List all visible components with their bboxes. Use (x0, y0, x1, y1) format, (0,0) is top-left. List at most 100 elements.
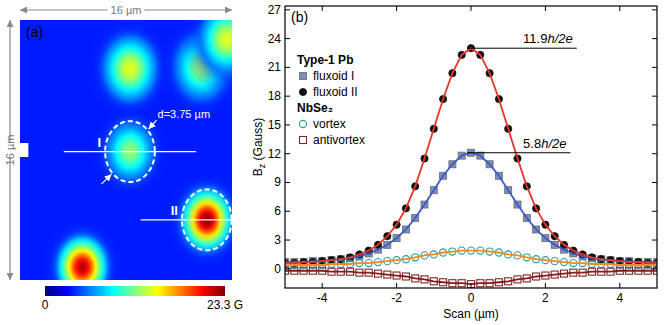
y-title-part: (Gauss) (251, 118, 265, 164)
y-axis-title: Bz (Gauss) (251, 118, 267, 177)
annotation-number: 11.9 (523, 31, 547, 46)
marker (300, 137, 307, 144)
y-tick (285, 240, 290, 241)
x-tick-label: 0 (468, 291, 475, 305)
x-tick (545, 6, 546, 11)
y-tick (285, 67, 290, 68)
colorbar (45, 286, 225, 296)
x-axis-title: Scan (µm) (443, 307, 499, 321)
series-markers (285, 149, 657, 265)
plot-area (285, 45, 657, 288)
y-tick-label: 9 (274, 175, 281, 189)
y-tick-label: 0 (274, 262, 281, 276)
y-tick (652, 124, 657, 125)
y-tick (652, 96, 657, 97)
y-tick (652, 38, 657, 39)
fluxoid-circle (105, 121, 155, 182)
y-tick-label: 12 (268, 147, 282, 161)
plot-frame (285, 6, 657, 288)
field-image (20, 20, 232, 280)
circle-label: I (98, 135, 102, 150)
y-title-part: B (251, 168, 265, 176)
legend-group-title: Type-1 Pb (297, 53, 353, 67)
y-tick (285, 182, 290, 183)
x-tick (396, 6, 397, 11)
y-tick (652, 153, 657, 154)
y-tick (652, 240, 657, 241)
y-tick (652, 67, 657, 68)
y-tick (285, 124, 290, 125)
legend: Type-1 Pb fluxoid I fluxoid II NbSe₂ vortex a… (297, 53, 365, 147)
x-tick (471, 283, 472, 288)
y-tick-label: 6 (274, 204, 281, 218)
legend-label: antivortex (313, 133, 365, 147)
x-tick (396, 283, 397, 288)
y-tick-label: 18 (268, 89, 282, 103)
y-tick (285, 9, 290, 10)
panel-label: (a) (26, 24, 43, 40)
marker (299, 120, 306, 127)
colorbar-tick-label: 23.3 G (207, 298, 243, 312)
scan-line (64, 151, 197, 152)
y-tick (285, 268, 290, 269)
flux-spot (183, 20, 232, 93)
y-tick-label: 3 (274, 233, 281, 247)
panel-label: (b) (291, 9, 308, 25)
y-tick-label: 15 (268, 118, 282, 132)
y-tick-label: 21 (268, 60, 282, 74)
y-tick (652, 268, 657, 269)
panel-b: 0369121518212427-4-2024Scan (µm)Bz (Gaus… (251, 3, 661, 321)
legend-label: vortex (313, 117, 346, 131)
x-tick (471, 6, 472, 11)
y-tick (652, 9, 657, 10)
series-markers (285, 45, 657, 267)
panel-a: IIId=3.75 µm(a)16 µm16 µm023.3 G (0, 0, 273, 316)
fit-line (285, 48, 657, 263)
circle-label: II (171, 203, 178, 218)
x-tick (619, 6, 620, 11)
legend-label: fluxoid II (313, 85, 358, 99)
x-tick-label: -2 (391, 291, 402, 305)
x-tick-label: 4 (616, 291, 623, 305)
y-tick (285, 96, 290, 97)
x-tick (322, 6, 323, 11)
peak-annotation: 11.9h/2e (523, 31, 573, 46)
fit-line (285, 271, 657, 284)
series-markers (285, 267, 657, 287)
height-label: 16 µm (4, 135, 16, 166)
peak-annotation: 5.8h/2e (523, 136, 566, 151)
y-tick-label: 24 (268, 32, 282, 46)
diameter-arrow (149, 120, 157, 129)
fit-line (285, 251, 657, 265)
annotation-unit: h/2e (541, 136, 566, 151)
y-tick-label: 27 (268, 3, 282, 17)
fluxoid-circle (182, 189, 232, 250)
diameter-arrow (101, 174, 111, 184)
annotation-number: 5.8 (523, 136, 541, 151)
marker (300, 73, 307, 80)
width-label: 16 µm (111, 4, 142, 16)
x-tick (545, 283, 546, 288)
legend-group-title: NbSe₂ (297, 101, 333, 115)
fit-line (285, 153, 657, 262)
series-markers (285, 247, 657, 269)
legend-label: fluxoid I (313, 69, 354, 83)
x-tick (619, 283, 620, 288)
x-tick-label: -4 (317, 291, 328, 305)
y-tick (285, 211, 290, 212)
diameter-label: d=3.75 µm (158, 108, 211, 120)
x-tick (322, 283, 323, 288)
x-tick-label: 2 (542, 291, 549, 305)
y-tick (285, 38, 290, 39)
y-tick (285, 153, 290, 154)
annotation-unit: h/2e (547, 31, 572, 46)
scan-line (141, 219, 232, 220)
colorbar-tick-label: 0 (42, 298, 49, 312)
annotation-line (467, 48, 577, 49)
figure: IIId=3.75 µm(a)16 µm16 µm023.3 G03691215… (0, 0, 665, 325)
annotation-line (467, 152, 570, 153)
y-tick (652, 211, 657, 212)
flux-spot (43, 218, 123, 280)
marker (299, 88, 306, 95)
label-patch (108, 3, 145, 17)
